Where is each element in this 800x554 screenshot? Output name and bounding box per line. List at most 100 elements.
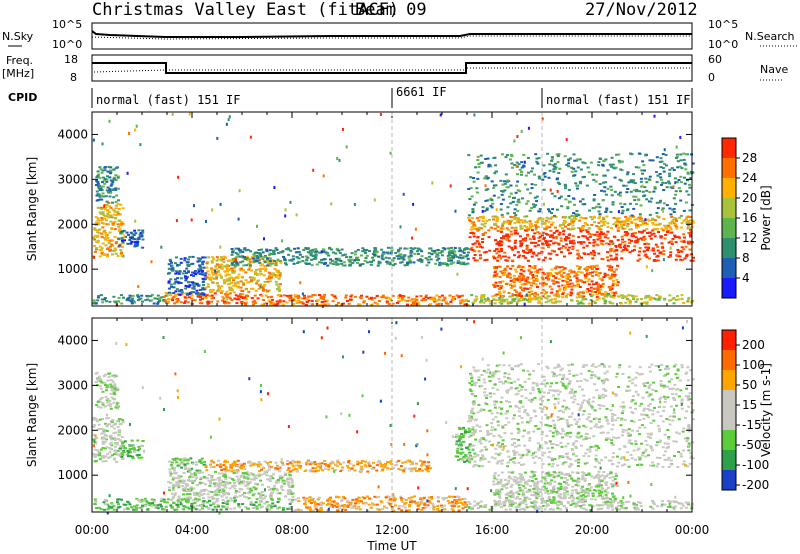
data-cell <box>255 260 259 263</box>
data-cell <box>572 212 576 214</box>
data-cell <box>98 211 102 214</box>
colorbar-tick-label: 16 <box>742 211 757 225</box>
data-cell <box>99 448 103 451</box>
data-cell <box>264 265 267 268</box>
data-cell <box>496 256 500 259</box>
data-cell <box>671 237 675 240</box>
data-cell <box>676 235 680 238</box>
data-cell <box>134 128 137 132</box>
data-cell <box>245 257 249 260</box>
data-cell <box>103 182 107 185</box>
data-cell <box>498 275 502 278</box>
data-cell <box>621 238 624 241</box>
data-cell <box>241 250 245 253</box>
data-cell <box>551 164 555 167</box>
data-cell <box>616 220 620 223</box>
data-cell <box>241 493 244 496</box>
data-cell <box>118 439 122 442</box>
data-cell <box>628 294 632 297</box>
data-cell <box>528 225 532 228</box>
colorbar-segment <box>722 198 736 218</box>
data-cell <box>256 224 258 228</box>
data-cell <box>513 297 517 300</box>
data-cell <box>597 274 600 277</box>
data-cell <box>336 157 339 160</box>
data-cell <box>323 263 327 265</box>
data-cell <box>253 254 257 257</box>
data-cell <box>540 250 544 253</box>
data-cell <box>186 263 190 266</box>
data-cell <box>449 300 453 303</box>
data-cell <box>552 170 556 173</box>
data-cell <box>233 297 237 300</box>
data-cell <box>616 219 619 222</box>
data-cell <box>188 255 192 258</box>
data-cell <box>314 463 318 466</box>
data-cell <box>603 186 607 189</box>
data-cell <box>641 230 645 233</box>
data-cell <box>191 262 195 265</box>
data-cell <box>261 286 265 289</box>
data-cell <box>130 439 134 442</box>
data-cell <box>562 233 566 236</box>
data-cell <box>502 237 506 240</box>
data-cell <box>606 264 610 267</box>
data-cell <box>600 293 604 296</box>
data-cell <box>598 215 602 218</box>
data-cell <box>239 269 242 272</box>
data-cell <box>196 292 200 295</box>
data-cell <box>136 507 140 509</box>
data-cell <box>616 239 620 242</box>
data-cell <box>653 235 657 238</box>
data-cell <box>322 249 326 252</box>
data-cell <box>296 294 300 297</box>
data-cell <box>111 380 115 383</box>
data-cell <box>459 300 462 303</box>
data-cell <box>113 452 117 455</box>
data-cell <box>388 263 392 266</box>
data-cell <box>513 284 517 287</box>
data-cell <box>102 214 106 217</box>
data-cell <box>93 498 97 501</box>
data-cell <box>630 220 633 223</box>
data-cell <box>374 247 378 250</box>
data-cell <box>639 204 643 207</box>
data-cell <box>473 113 476 117</box>
data-cell <box>545 297 549 300</box>
data-cell <box>594 291 598 293</box>
data-cell <box>527 291 531 294</box>
data-cell <box>508 283 512 286</box>
data-cell <box>119 417 123 420</box>
data-cell <box>107 507 111 510</box>
data-cell <box>320 250 323 254</box>
data-cell <box>612 294 616 297</box>
data-cell <box>620 257 624 260</box>
data-cell <box>186 501 190 504</box>
data-cell <box>233 269 237 272</box>
data-cell <box>585 290 589 293</box>
data-cell <box>559 237 563 240</box>
data-cell <box>200 261 204 264</box>
data-cell <box>118 228 122 231</box>
data-cell <box>499 203 503 205</box>
data-cell <box>628 251 632 254</box>
data-cell <box>110 389 114 392</box>
data-cell <box>682 241 686 243</box>
data-cell <box>114 189 118 191</box>
data-cell <box>167 298 171 301</box>
data-cell <box>472 257 476 260</box>
data-cell <box>177 263 181 266</box>
data-cell <box>519 235 522 238</box>
data-cell <box>630 232 634 235</box>
data-cell <box>271 498 274 501</box>
data-cell <box>535 279 539 282</box>
data-cell <box>530 170 534 173</box>
data-cell <box>680 250 684 253</box>
data-cell <box>461 250 464 253</box>
data-cell <box>503 189 507 192</box>
data-cell <box>215 263 219 266</box>
data-cell <box>600 224 604 227</box>
data-cell <box>598 157 602 160</box>
data-cell <box>295 302 299 304</box>
data-cell <box>110 421 114 424</box>
